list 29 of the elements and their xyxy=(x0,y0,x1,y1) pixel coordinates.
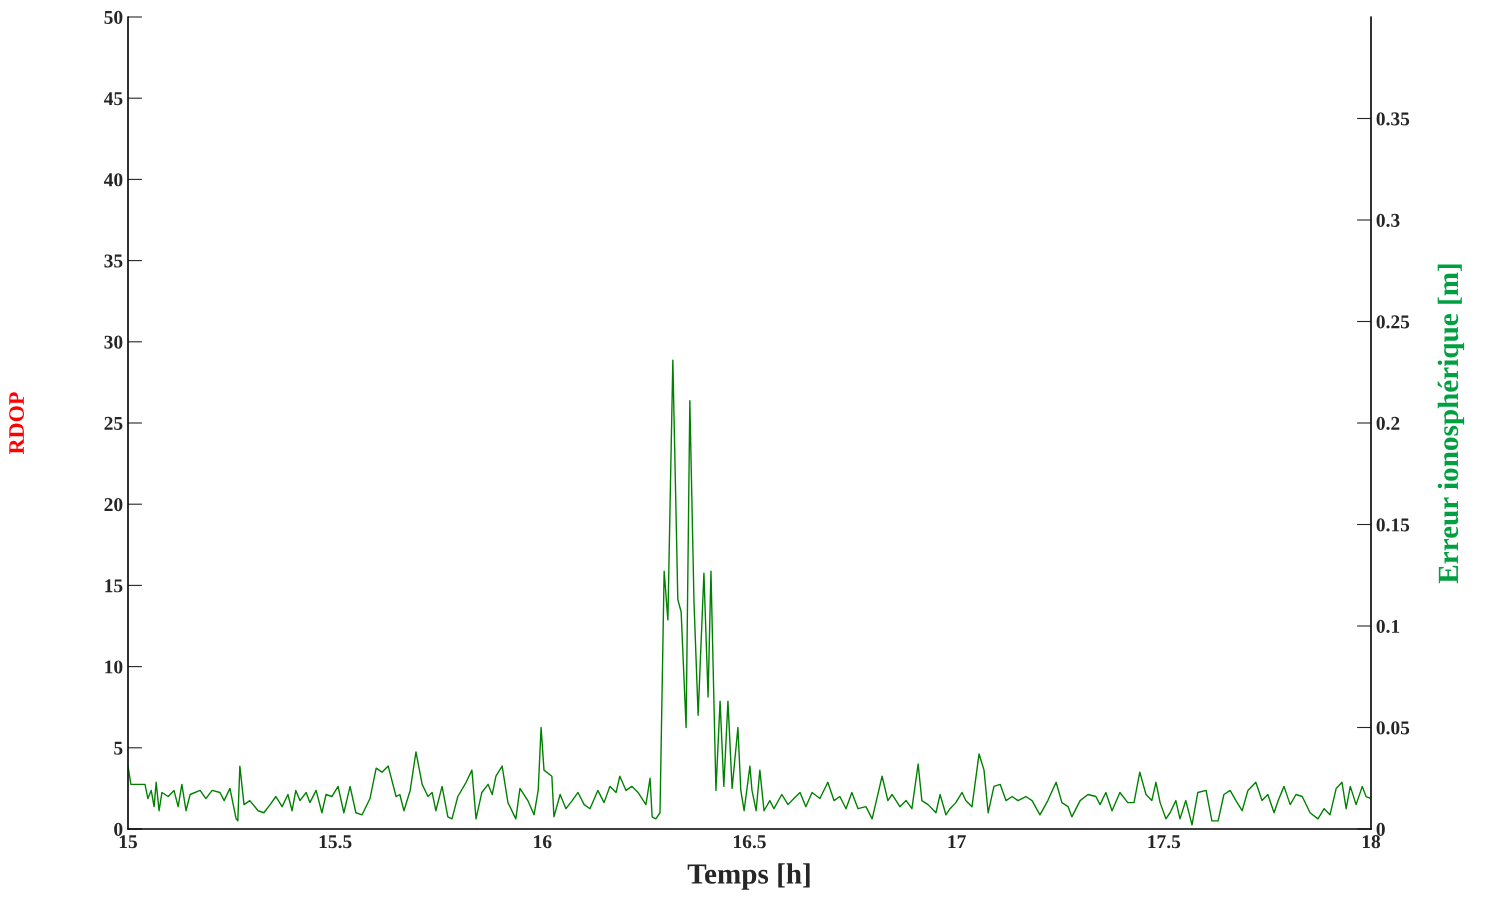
y-tick-label: 40 xyxy=(103,173,123,187)
y2-tick-label: 0 xyxy=(1376,822,1385,836)
y-axis-title: RDOP xyxy=(9,392,25,455)
y-tick-label: 25 xyxy=(104,416,123,430)
y2-tick-label: 0.3 xyxy=(1376,213,1400,228)
x-tick-label: 17.5 xyxy=(1148,835,1181,849)
line-series xyxy=(128,359,1371,826)
y2-tick-label: 0.25 xyxy=(1376,315,1410,329)
y-tick-label: 50 xyxy=(104,10,123,24)
y-tick-label: 15 xyxy=(105,579,123,593)
y-tick-label: 35 xyxy=(104,254,123,268)
y2-axis-title: Erreur ionosphérique [m] xyxy=(1437,264,1465,584)
y-tick-label: 0 xyxy=(114,822,123,836)
y-tick-label: 5 xyxy=(114,741,123,755)
x-tick-label: 17 xyxy=(948,835,966,849)
x-tick-label: 15.5 xyxy=(319,835,352,849)
x-tick-label: 16.5 xyxy=(734,835,766,849)
y2-tick-label: 0.2 xyxy=(1376,416,1400,431)
y-tick-label: 10 xyxy=(105,660,123,674)
y-tick-label: 45 xyxy=(103,92,123,106)
y2-tick-label: 0.35 xyxy=(1376,112,1410,126)
x-axis-title: Temps [h] xyxy=(687,863,810,890)
y-tick-label: 30 xyxy=(104,335,123,349)
y2-tick-label: 0.1 xyxy=(1376,619,1400,634)
y2-tick-label: 0.15 xyxy=(1376,518,1410,532)
x-tick-label: 18 xyxy=(1362,835,1381,849)
y2-tick-label: 0.05 xyxy=(1376,721,1410,735)
x-tick-label: 16 xyxy=(534,835,552,849)
y-tick-label: 20 xyxy=(104,498,123,512)
